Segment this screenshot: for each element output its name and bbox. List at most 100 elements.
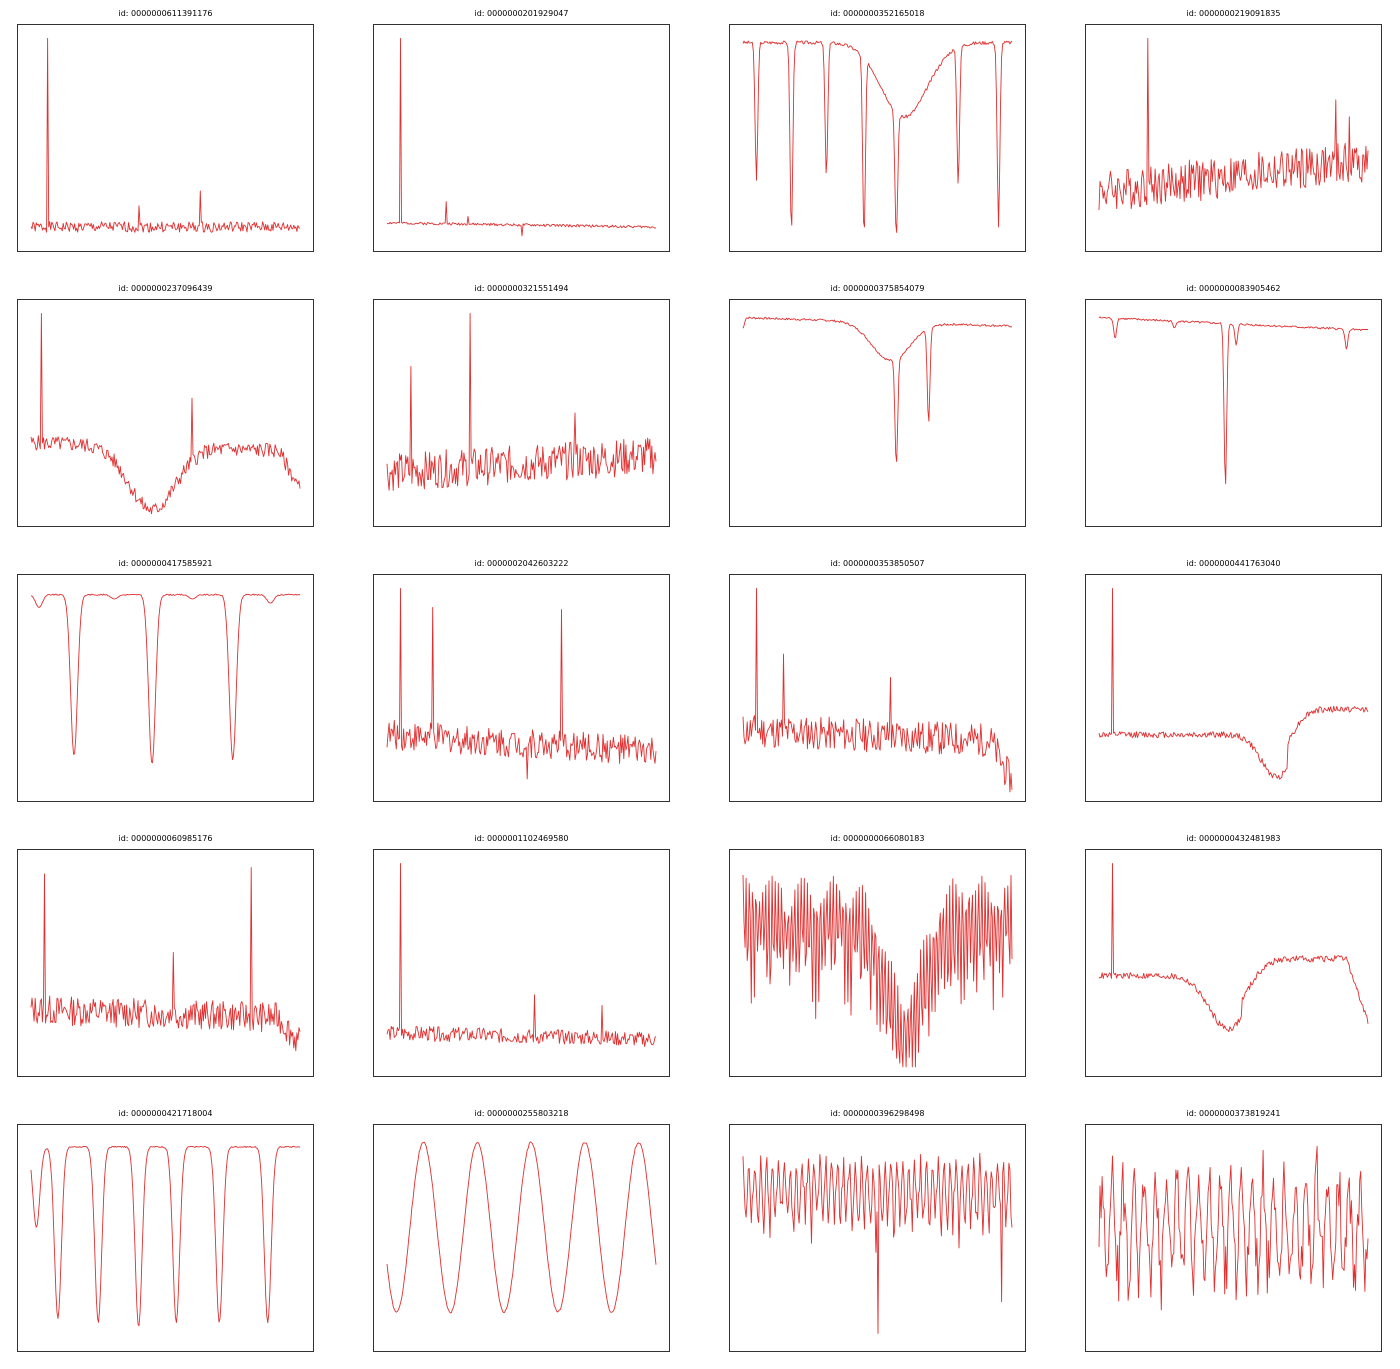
chart-title: id: 0000001102469580 <box>474 834 569 843</box>
chart-panel: id: 0000000611391176 <box>17 7 314 252</box>
chart-panel: id: 0000000353850507 <box>729 557 1026 802</box>
chart-panel: id: 0000000352165018 <box>729 7 1026 252</box>
series-line <box>30 37 301 233</box>
axes-frame <box>1085 1124 1382 1352</box>
chart-title: id: 0000000066080183 <box>830 834 925 843</box>
axes-frame <box>373 24 670 252</box>
chart-panel: id: 0000000237096439 <box>17 282 314 527</box>
chart-plot-area <box>1085 849 1382 1077</box>
chart-title: id: 0000000441763040 <box>1186 559 1281 568</box>
chart-plot-area <box>729 1124 1026 1352</box>
series-line <box>30 867 301 1052</box>
chart-title: id: 0000000201929047 <box>474 9 569 18</box>
chart-panel: id: 0000000066080183 <box>729 832 1026 1077</box>
chart-title: id: 0000000219091835 <box>1186 9 1281 18</box>
series-line <box>1098 37 1369 211</box>
chart-plot-area <box>729 849 1026 1077</box>
chart-title: id: 0000000375854079 <box>830 284 925 293</box>
chart-title: id: 0000000237096439 <box>118 284 213 293</box>
series-line <box>30 593 301 764</box>
series-line <box>742 316 1013 463</box>
chart-title: id: 0000000421718004 <box>118 1109 213 1118</box>
series-line <box>30 1145 301 1327</box>
chart-plot-area <box>373 574 670 802</box>
chart-plot-area <box>729 24 1026 252</box>
series-line <box>1098 862 1369 1033</box>
chart-plot-area <box>1085 299 1382 527</box>
chart-plot-area <box>17 24 314 252</box>
series-line <box>30 312 301 515</box>
chart-title: id: 0000000611391176 <box>118 9 213 18</box>
chart-plot-area <box>729 574 1026 802</box>
chart-panel: id: 0000000083905462 <box>1085 282 1382 527</box>
chart-panel: id: 0000000421718004 <box>17 1107 314 1352</box>
series-line <box>386 1141 657 1314</box>
chart-panel: id: 0000000417585921 <box>17 557 314 802</box>
series-line <box>1098 1145 1369 1311</box>
axes-frame <box>729 24 1026 252</box>
chart-plot-area <box>373 1124 670 1352</box>
chart-title: id: 0000000255803218 <box>474 1109 569 1118</box>
chart-panel: id: 0000000396298498 <box>729 1107 1026 1352</box>
series-line <box>742 1152 1013 1334</box>
axes-frame <box>17 849 314 1077</box>
axes-frame <box>373 849 670 1077</box>
series-line <box>386 587 657 780</box>
chart-plot-area <box>17 574 314 802</box>
series-line <box>1098 316 1369 485</box>
chart-title: id: 0000000417585921 <box>118 559 213 568</box>
chart-title: id: 0000000352165018 <box>830 9 925 18</box>
chart-title: id: 0000000373819241 <box>1186 1109 1281 1118</box>
axes-frame <box>17 299 314 527</box>
chart-title: id: 0000000432481983 <box>1186 834 1281 843</box>
axes-frame <box>729 849 1026 1077</box>
axes-frame <box>17 1124 314 1352</box>
axes-frame <box>1085 299 1382 527</box>
axes-frame <box>729 299 1026 527</box>
axes-frame <box>1085 24 1382 252</box>
chart-panel: id: 0000000219091835 <box>1085 7 1382 252</box>
chart-panel: id: 0000000432481983 <box>1085 832 1382 1077</box>
chart-plot-area <box>373 849 670 1077</box>
axes-frame <box>17 574 314 802</box>
axes-frame <box>373 299 670 527</box>
chart-panel: id: 0000000373819241 <box>1085 1107 1382 1352</box>
chart-title: id: 0000002042603222 <box>474 559 569 568</box>
series-line <box>386 37 657 237</box>
chart-plot-area <box>1085 24 1382 252</box>
chart-plot-area <box>17 849 314 1077</box>
series-line <box>742 587 1013 793</box>
chart-plot-area <box>373 299 670 527</box>
chart-panel: id: 0000002042603222 <box>373 557 670 802</box>
chart-plot-area <box>17 1124 314 1352</box>
series-line <box>1098 587 1369 780</box>
series-line <box>386 312 657 491</box>
axes-frame <box>1085 574 1382 802</box>
series-line <box>386 862 657 1047</box>
series-line <box>742 874 1013 1068</box>
chart-title: id: 0000000060985176 <box>118 834 213 843</box>
chart-panel: id: 0000000201929047 <box>373 7 670 252</box>
series-line <box>742 40 1013 233</box>
chart-panel: id: 0000000255803218 <box>373 1107 670 1352</box>
axes-frame <box>729 574 1026 802</box>
axes-frame <box>373 574 670 802</box>
axes-frame <box>1085 849 1382 1077</box>
chart-title: id: 0000000321551494 <box>474 284 569 293</box>
axes-frame <box>373 1124 670 1352</box>
chart-title: id: 0000000396298498 <box>830 1109 925 1118</box>
chart-plot-area <box>373 24 670 252</box>
axes-frame <box>17 24 314 252</box>
chart-panel: id: 0000000441763040 <box>1085 557 1382 802</box>
chart-panel: id: 0000000375854079 <box>729 282 1026 527</box>
chart-panel: id: 0000000060985176 <box>17 832 314 1077</box>
chart-panel: id: 0000001102469580 <box>373 832 670 1077</box>
chart-panel: id: 0000000321551494 <box>373 282 670 527</box>
chart-title: id: 0000000083905462 <box>1186 284 1281 293</box>
chart-plot-area <box>17 299 314 527</box>
chart-plot-area <box>1085 574 1382 802</box>
axes-frame <box>729 1124 1026 1352</box>
chart-plot-area <box>729 299 1026 527</box>
chart-plot-area <box>1085 1124 1382 1352</box>
